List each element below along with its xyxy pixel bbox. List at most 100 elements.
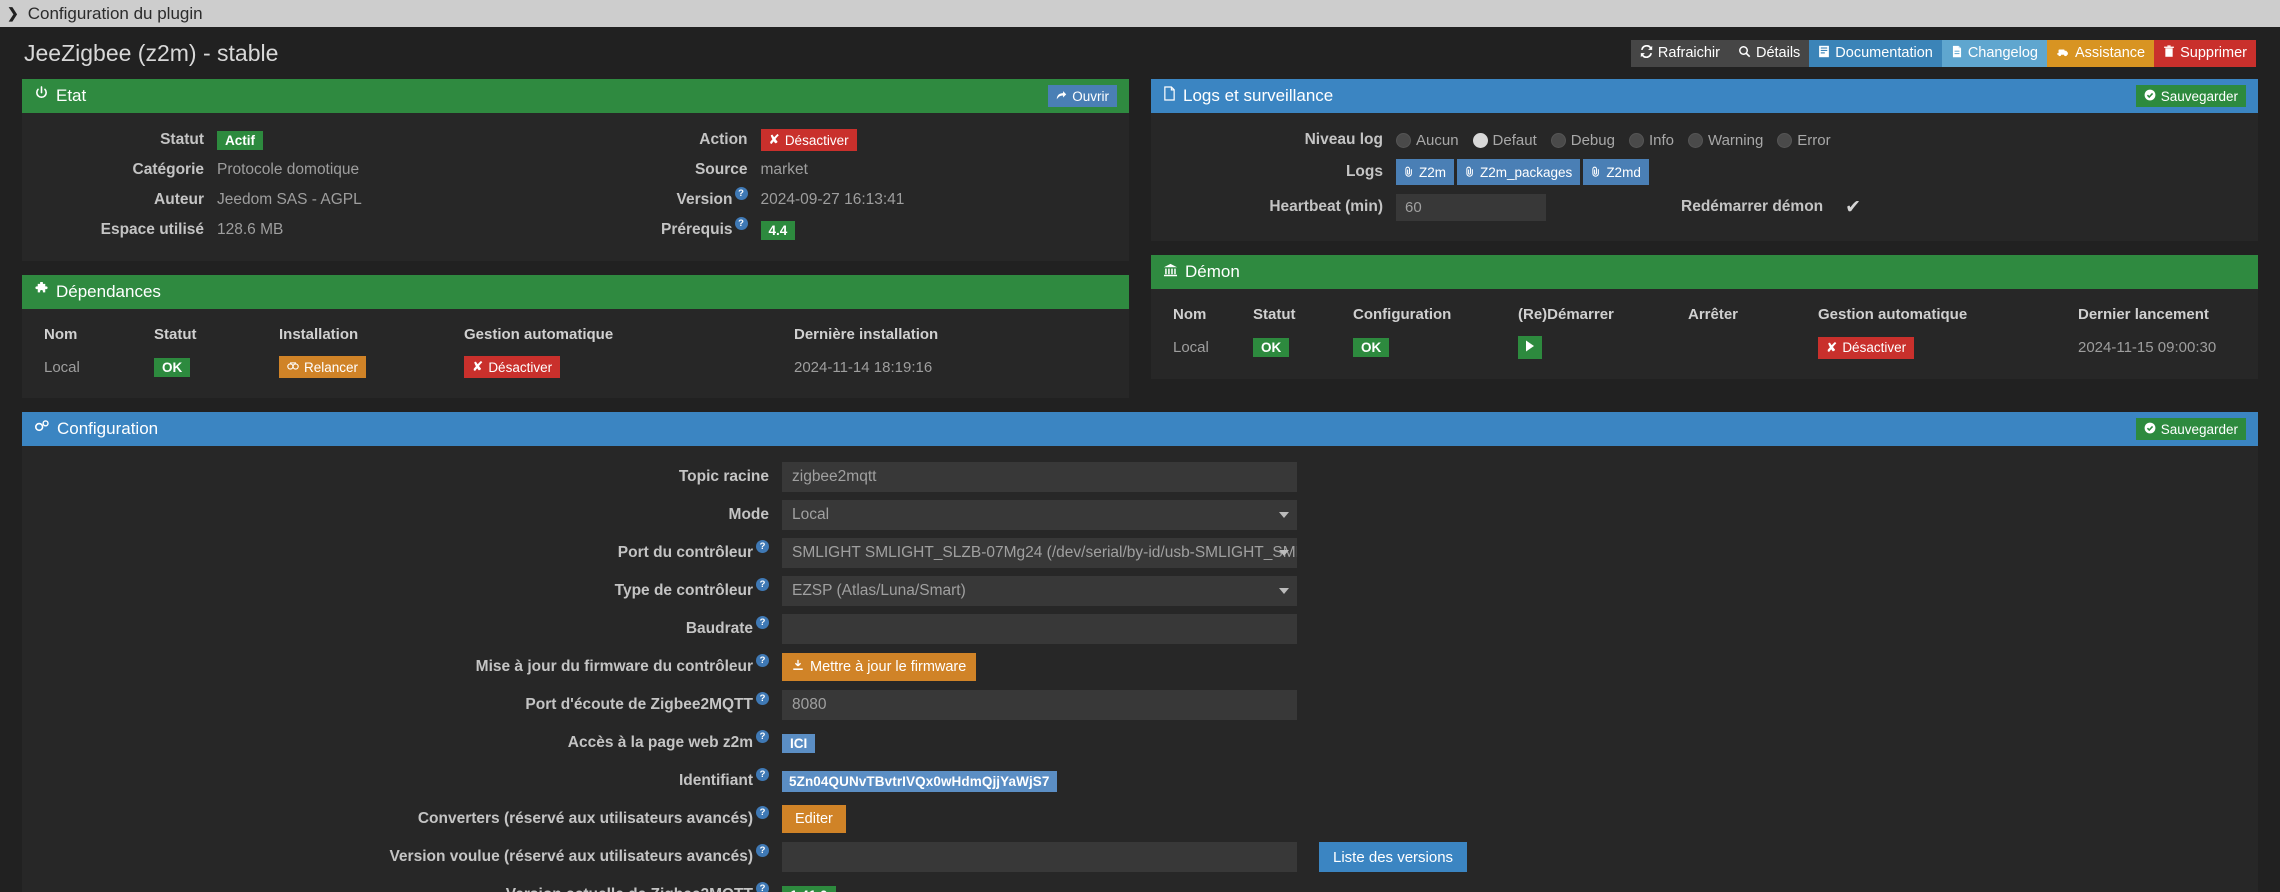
heartbeat-label: Heartbeat (min)	[1269, 198, 1383, 215]
log-z2md-button[interactable]: Z2md	[1583, 159, 1649, 185]
log-z2m-packages-label: Z2m_packages	[1480, 164, 1573, 180]
espace-label: Espace utilisé	[100, 221, 204, 238]
log-z2m-button[interactable]: Z2m	[1396, 159, 1454, 185]
identifiant-label: Identifiant ?	[22, 768, 782, 790]
radio-error-label: Error	[1797, 131, 1831, 149]
identifiant-value[interactable]: 5Zn04QUNvTBvtrIVQx0wHdmQjjYaWjS7	[782, 770, 1057, 792]
dep-statut-cell: OK	[146, 352, 271, 382]
help-icon[interactable]: ?	[756, 806, 769, 819]
edit-converters-button[interactable]: Editer	[782, 805, 846, 833]
paperclip-icon	[1404, 165, 1414, 180]
ouvrir-button[interactable]: Ouvrir	[1048, 85, 1117, 107]
mode-select[interactable]: Local	[782, 500, 1297, 530]
version-voulue-input[interactable]	[782, 842, 1297, 872]
topic-racine-input[interactable]	[782, 462, 1297, 492]
help-icon[interactable]: ?	[734, 187, 748, 200]
desactiver-plugin-button[interactable]: ✘ Désactiver	[760, 129, 857, 151]
configuration-panel-header: Configuration Sauvegarder	[22, 412, 2258, 446]
version-label-text: Version	[676, 191, 733, 208]
logs-save-label: Sauvegarder	[2160, 88, 2238, 104]
radio-error[interactable]: Error	[1777, 131, 1831, 149]
status-badge: OK	[154, 357, 191, 377]
help-icon[interactable]: ?	[756, 578, 769, 591]
radio-debug[interactable]: Debug	[1550, 132, 1615, 149]
assistance-button[interactable]: Assistance	[2046, 39, 2155, 67]
chevron-down-icon	[1279, 588, 1289, 594]
assistance-label: Assistance	[2074, 45, 2146, 61]
radio-defaut[interactable]: Defaut	[1472, 132, 1537, 149]
cfg-row-converters: Converters (réservé aux utilisateurs ava…	[22, 802, 2258, 836]
radio-circle-icon[interactable]	[1628, 132, 1644, 148]
demon-panel-title: Démon	[1185, 262, 1240, 281]
port-controleur-select-value: SMLIGHT SMLIGHT_SLZB-07Mg24 (/dev/serial…	[792, 544, 1297, 561]
breadcrumb-label[interactable]: Configuration du plugin	[27, 3, 203, 23]
configuration-save-button[interactable]: Sauvegarder	[2135, 418, 2246, 440]
help-icon[interactable]: ?	[756, 882, 769, 892]
paperclip-icon	[1465, 165, 1475, 180]
update-firmware-button[interactable]: Mettre à jour le firmware	[782, 653, 977, 681]
desactiver-demon-button[interactable]: ✘ Désactiver	[1818, 336, 1915, 359]
prerequis-label: Prérequis ?	[576, 217, 761, 239]
gears-icon	[34, 419, 50, 439]
check-circle-icon	[2144, 89, 2156, 104]
cfg-row-topic-racine: Topic racine	[22, 460, 2258, 494]
converters-label-text: Converters (réservé aux utilisateurs ava…	[417, 810, 753, 827]
type-controleur-select[interactable]: EZSP (Atlas/Luna/Smart)	[782, 576, 1297, 606]
acces-web-link[interactable]: ICI	[782, 733, 816, 753]
source-value: market	[760, 161, 808, 178]
radio-info[interactable]: Info	[1628, 132, 1674, 149]
auteur-label: Auteur	[154, 191, 204, 208]
logs-save-button[interactable]: Sauvegarder	[2135, 85, 2246, 107]
help-icon[interactable]: ?	[756, 692, 769, 705]
details-button[interactable]: Détails	[1728, 39, 1810, 67]
help-icon[interactable]: ?	[756, 768, 769, 781]
cfg-row-acces-web: Accès à la page web z2m ? ICI	[22, 726, 2258, 760]
delete-button[interactable]: Supprimer	[2154, 39, 2256, 67]
radio-circle-icon[interactable]	[1687, 132, 1703, 148]
help-icon[interactable]: ?	[756, 730, 769, 743]
demon-panel-body: Nom Statut Configuration (Re)Démarrer Ar…	[1151, 289, 2258, 379]
port-controleur-select[interactable]: SMLIGHT SMLIGHT_SLZB-07Mg24 (/dev/serial…	[782, 538, 1297, 568]
prerequis-badge: 4.4	[760, 220, 796, 240]
edit-converters-label: Editer	[795, 811, 833, 827]
dependances-panel-title: Dépendances	[56, 282, 161, 301]
help-icon[interactable]: ?	[756, 654, 769, 667]
demon-panel: Démon Nom Statut Configuration (Re)Démar…	[1151, 255, 2258, 379]
heartbeat-input[interactable]	[1396, 193, 1546, 221]
help-icon[interactable]: ?	[756, 844, 769, 857]
radio-circle-icon[interactable]	[1396, 132, 1411, 148]
help-icon[interactable]: ?	[734, 217, 748, 230]
log-z2m-label: Z2m	[1419, 164, 1446, 180]
breadcrumb: ❯ Configuration du plugin	[0, 0, 2280, 27]
start-daemon-button[interactable]	[1518, 336, 1542, 359]
documentation-button[interactable]: Documentation	[1809, 39, 1942, 67]
radio-circle-icon[interactable]	[1777, 132, 1793, 148]
refresh-icon	[1640, 44, 1653, 62]
radio-circle-icon[interactable]	[1472, 132, 1488, 148]
radio-aucun[interactable]: Aucun	[1396, 132, 1459, 149]
relancer-button[interactable]: Relancer	[279, 356, 367, 378]
demon-gestion-cell: ✘ Désactiver	[1810, 332, 2070, 363]
mode-label: Mode	[728, 506, 769, 523]
etat-row-categorie: Catégorie Protocole domotique Source mar…	[22, 155, 1129, 185]
desactiver-dependances-button[interactable]: ✘ Désactiver	[464, 356, 561, 378]
download-icon	[792, 659, 804, 675]
log-file-buttons: Z2m Z2m_packages	[1396, 159, 1649, 185]
table-row: Local OK	[36, 352, 1115, 382]
port-ecoute-input[interactable]	[782, 690, 1297, 720]
changelog-button[interactable]: Changelog	[1941, 39, 2047, 67]
radio-circle-icon[interactable]	[1550, 132, 1566, 148]
baudrate-input[interactable]	[782, 614, 1297, 644]
refresh-button[interactable]: Rafraichir	[1630, 39, 1729, 67]
log-z2m-packages-button[interactable]: Z2m_packages	[1457, 159, 1581, 185]
log-level-radio-group: Aucun Defaut Debug	[1396, 132, 1840, 149]
details-label: Détails	[1755, 45, 1801, 61]
logs-panel: Logs et surveillance Sauvegarder Niveau …	[1151, 79, 2258, 241]
help-icon[interactable]: ?	[756, 616, 769, 629]
help-icon[interactable]: ?	[756, 540, 769, 553]
radio-warning[interactable]: Warning	[1687, 132, 1763, 149]
cfg-row-identifiant: Identifiant ? 5Zn04QUNvTBvtrIVQx0wHdmQjj…	[22, 764, 2258, 798]
restart-daemon-checkbox[interactable]: ✔	[1845, 196, 1862, 218]
demon-config-cell: OK	[1345, 332, 1510, 363]
liste-versions-button[interactable]: Liste des versions	[1319, 842, 1468, 872]
